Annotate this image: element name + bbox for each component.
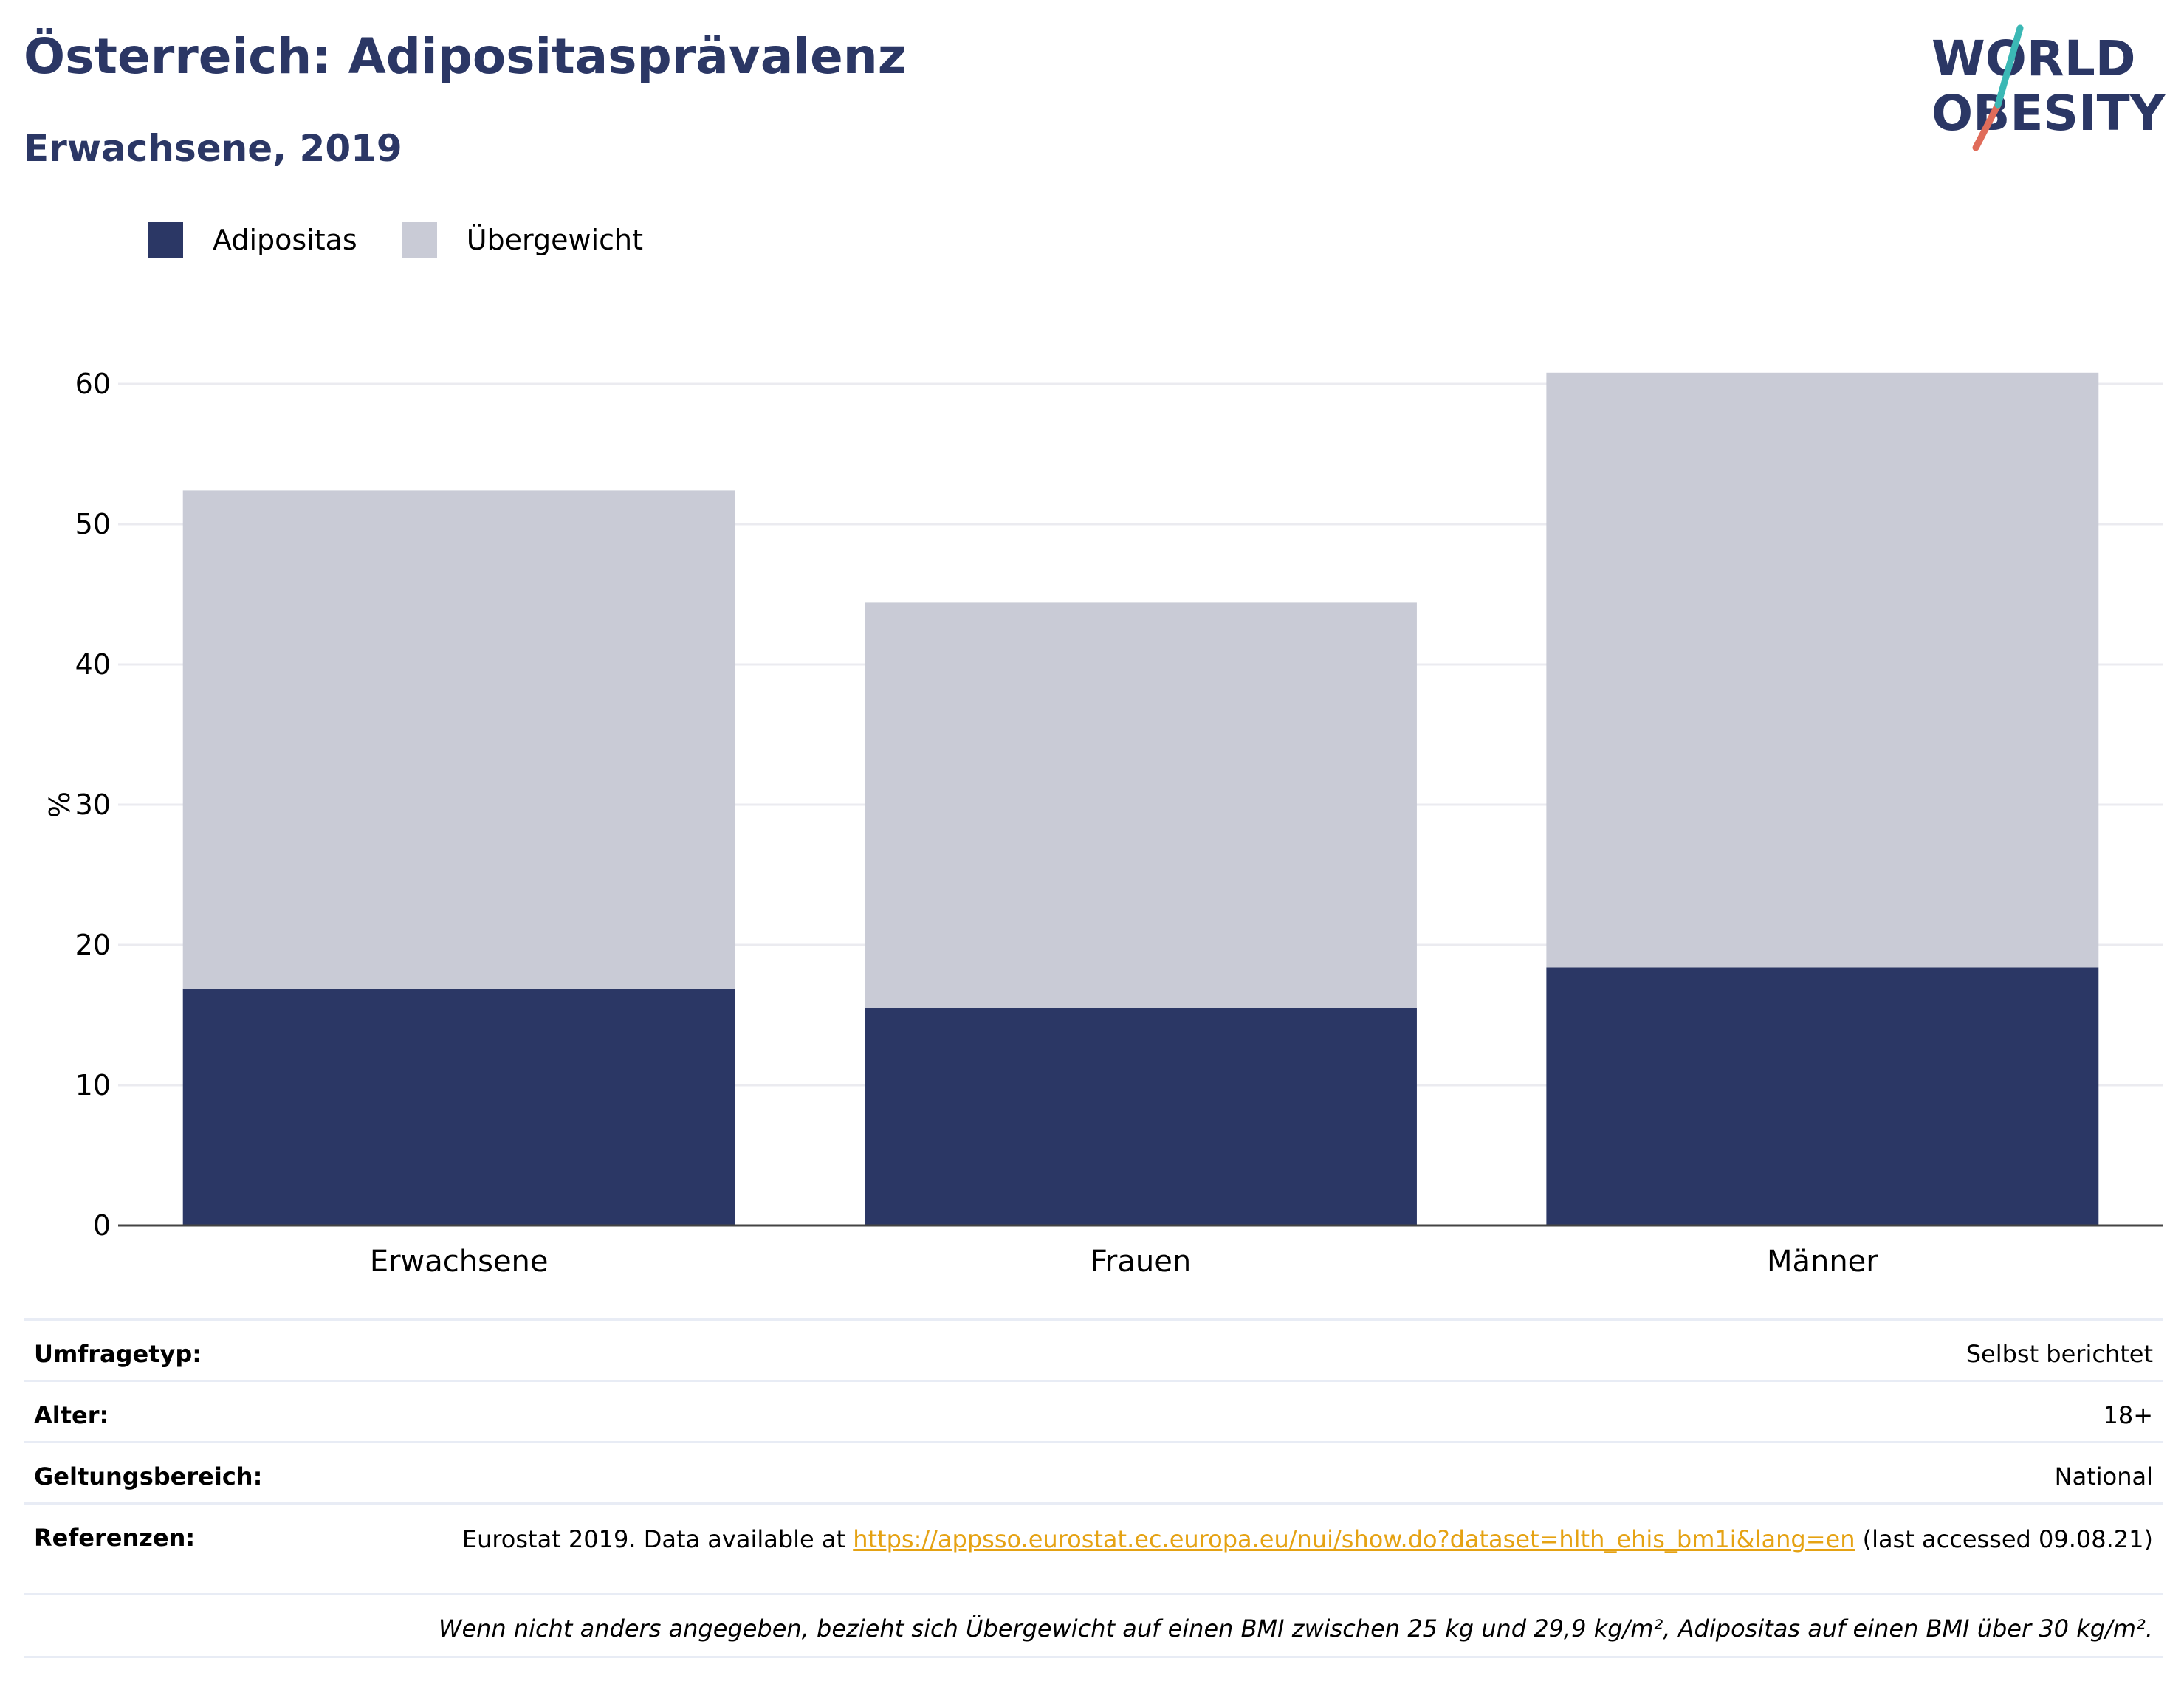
y-tick-label: 50 xyxy=(75,508,111,540)
info-table-bottom-border xyxy=(24,1656,2163,1658)
y-tick-label: 60 xyxy=(75,368,111,400)
chart-title: Österreich: Adipositasprävalenz xyxy=(24,28,907,85)
bar-obesity-frauen[interactable] xyxy=(865,1008,1417,1226)
references-prefix: Eurostat 2019. Data available at xyxy=(461,1525,846,1553)
legend-item-overweight[interactable]: Übergewicht xyxy=(401,222,643,258)
info-row-age: Alter: 18+ xyxy=(24,1380,2163,1441)
legend-label-overweight: Übergewicht xyxy=(466,224,643,256)
legend-item-obesity[interactable]: Adipositas xyxy=(148,222,357,258)
x-tick-labels: Erwachsene Frauen Männer xyxy=(370,1245,1878,1279)
world-obesity-logo: WORLD OBESITY xyxy=(1931,24,2166,151)
bar-obesity-erwachsene[interactable] xyxy=(182,988,735,1225)
info-row-footnote: Wenn nicht anders angegeben, bezieht sic… xyxy=(24,1593,2163,1656)
bar-chart: 0 10 20 30 40 50 60 Erwachsene Frauen Männer % xyxy=(42,368,2163,1279)
footnote: Wenn nicht anders angegeben, bezieht sic… xyxy=(438,1615,2153,1643)
bars xyxy=(182,372,2099,1226)
scope-label: Geltungsbereich: xyxy=(34,1462,263,1491)
x-tick-label: Erwachsene xyxy=(370,1245,549,1279)
logo-slash-teal xyxy=(1994,24,2024,109)
age-value: 18+ xyxy=(2103,1401,2153,1429)
survey-type-label: Umfragetyp: xyxy=(34,1340,202,1368)
survey-type-value: Selbst berichtet xyxy=(1965,1340,2153,1368)
info-table: Umfragetyp: Selbst berichtet Alter: 18+ … xyxy=(24,1318,2163,1658)
y-tick-label: 30 xyxy=(75,788,111,821)
scope-value: National xyxy=(2054,1462,2153,1491)
legend-label-obesity: Adipositas xyxy=(213,224,357,256)
y-axis-label: % xyxy=(42,791,75,818)
chart-legend: Adipositas Übergewicht xyxy=(148,220,687,260)
y-tick-label: 40 xyxy=(75,648,111,681)
bar-obesity-männer[interactable] xyxy=(1546,967,2099,1225)
logo-line2: OBESITY xyxy=(1931,85,2166,142)
y-tick-labels: 0 10 20 30 40 50 60 xyxy=(75,368,111,1242)
y-tick-label: 0 xyxy=(93,1209,111,1242)
info-row-survey-type: Umfragetyp: Selbst berichtet xyxy=(24,1318,2163,1380)
x-tick-label: Männer xyxy=(1767,1245,1878,1279)
references-link[interactable]: https://appsso.eurostat.ec.europa.eu/nui… xyxy=(853,1525,1855,1553)
bar-overweight-frauen[interactable] xyxy=(865,602,1417,1008)
bar-overweight-erwachsene[interactable] xyxy=(182,490,735,989)
references-label: Referenzen: xyxy=(34,1524,196,1552)
logo-slash-red xyxy=(1972,101,2002,151)
references-suffix: (last accessed 09.08.21) xyxy=(1862,1525,2153,1553)
age-label: Alter: xyxy=(34,1401,109,1429)
references-value: Eurostat 2019. Data available at https:/… xyxy=(462,1505,2163,1593)
info-row-scope: Geltungsbereich: National xyxy=(24,1441,2163,1502)
legend-swatch-obesity xyxy=(148,222,183,258)
legend-swatch-overweight xyxy=(401,222,437,258)
chart-subtitle: Erwachsene, 2019 xyxy=(24,127,402,170)
bar-overweight-männer[interactable] xyxy=(1546,372,2099,968)
x-tick-label: Frauen xyxy=(1091,1245,1191,1279)
info-row-references: Referenzen: Eurostat 2019. Data availabl… xyxy=(24,1502,2163,1593)
logo-line1: WORLD xyxy=(1931,30,2136,87)
y-tick-label: 20 xyxy=(75,929,111,961)
y-tick-label: 10 xyxy=(75,1069,111,1101)
